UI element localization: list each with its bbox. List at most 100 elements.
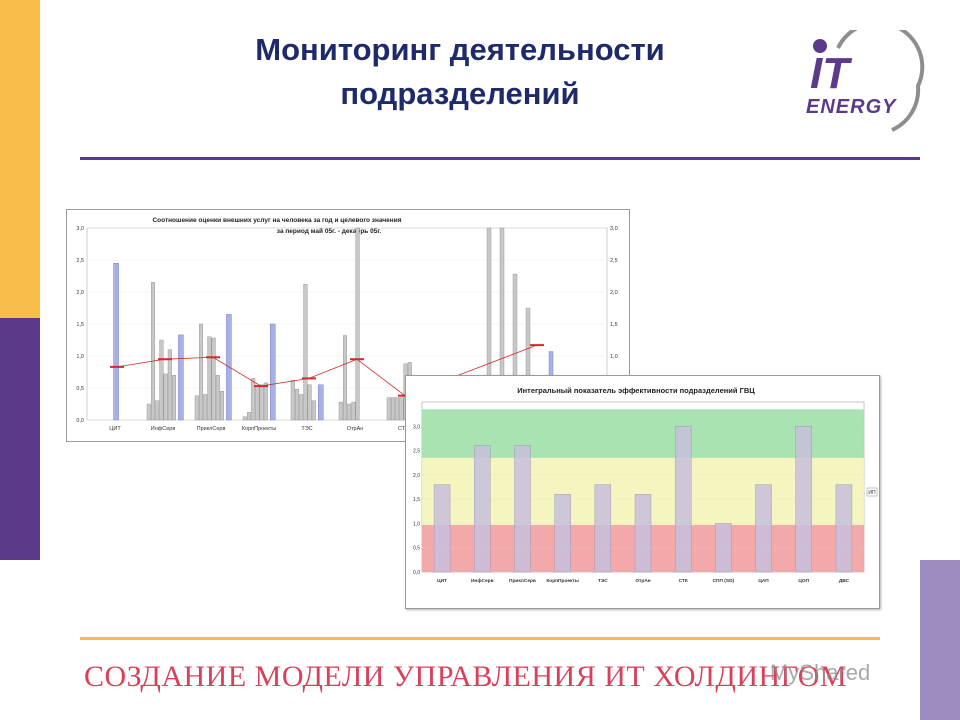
bar-grey [299,394,304,421]
x-tick-label: ИнфСерв [471,577,494,584]
bar-grey [146,403,151,421]
bar-grey [203,394,208,421]
y2-tick-label: 2,0 [610,290,618,296]
bar-grey [207,336,212,421]
bar [514,445,531,573]
bar-grey [159,339,164,421]
bar-grey [255,386,260,421]
y-tick-label: 2,5 [76,258,84,264]
logo-swoosh-icon [813,30,925,132]
legend-label: ИП [868,490,876,496]
legend-box [866,487,878,497]
bar [835,484,853,573]
y-tick-label: 0,0 [413,570,420,576]
bar-grey [150,282,155,421]
x-tick-label: ТЭС [301,426,312,432]
bar [433,484,451,573]
bar-grey [338,401,343,421]
bar [674,426,692,573]
zone-band [422,409,864,458]
bar-grey [167,349,172,421]
bar-grey [198,323,203,421]
y-tick-label: 1,0 [413,521,420,527]
bar-grey [355,227,360,421]
y2-tick-label: 1,0 [610,354,618,360]
x-tick-label: СПП (SD) [713,578,735,584]
y-tick-label: 0,5 [76,386,84,392]
y-tick-label: 3,0 [413,424,420,430]
bar-blue [178,334,184,421]
y-tick-label: 2,5 [413,449,420,455]
bar-grey [391,397,396,421]
left-accent-bar-purple [0,318,40,560]
x-tick-label: ЦОП [798,578,809,584]
bar-grey [395,397,400,421]
y2-tick-label: 1,5 [610,322,618,328]
x-tick-label: СТК [679,578,688,584]
x-tick-label: ПриклСерв [197,426,226,432]
bar-grey [386,397,391,421]
bar-grey [303,284,308,421]
bar-grey [311,400,316,421]
x-tick-label: ОтрАн [347,426,364,432]
bar-grey [347,403,352,421]
x-tick-label: КорпПроекты [242,426,276,432]
bar-grey [211,337,216,421]
x-tick-label: ЦИТ [437,578,447,584]
left-accent-bar-yellow [0,0,40,318]
y-tick-label: 1,5 [413,497,420,503]
bar-grey [290,380,295,421]
bar [795,426,812,573]
x-tick-label: ИнфСерв [151,426,176,432]
bar-grey [219,390,224,421]
y-tick-label: 2,0 [413,473,420,479]
top-divider [80,157,920,160]
logo-it-text: IT [810,49,850,98]
y-tick-label: 1,5 [76,322,84,328]
bar [715,523,732,573]
bar-grey [399,397,404,421]
x-tick-label: ПриклСерв [509,578,536,584]
bar-grey [259,384,264,421]
x-tick-label: ОтрАн [635,578,650,584]
slide-title: Мониторинг деятельности подразделений [170,28,750,116]
y-tick-label: 3,0 [76,226,84,232]
bar [594,484,612,573]
bar-blue [317,384,324,421]
bar-grey [307,384,312,421]
y-tick-label: 0,0 [76,418,84,424]
chart-integral-index-svg: 0,0 0,5 1,0 1,5 2,0 2,5 3,0 Интегральный показа… [413,386,878,584]
chart-subtitle: за период май 05г. - декабрь 05г. [277,227,382,235]
bar-grey [246,412,251,421]
x-tick-label: ЦАП [758,578,769,584]
x-tick-label: ДВС [839,578,850,584]
watermark-text: MyShared [770,660,871,685]
chart-integral-index: 0,0 0,5 1,0 1,5 2,0 2,5 3,0 Интегральный показа… [405,375,880,609]
x-tick-label: СТК [398,426,409,432]
bar-grey [251,378,256,421]
y2-tick-label: 3,0 [610,226,618,232]
chart-title: Интегральный показатель эффективности по… [517,386,755,395]
bar-grey [343,335,348,421]
bar [755,484,772,573]
it-energy-logo: IT ENERGY [800,30,925,135]
y-tick-label: 1,0 [76,354,84,360]
bottom-divider [80,637,880,640]
bar [634,494,652,573]
bar-blue [269,323,276,421]
bar-grey [215,374,220,421]
bar-grey [351,401,356,421]
bar [474,445,491,573]
x-tick-label: ЦИТ [109,426,121,432]
y2-tick-label: 2,5 [610,258,618,264]
bar-grey [263,382,268,421]
logo-energy-text: ENERGY [806,96,897,118]
footer-caption: СОЗДАНИЕ МОДЕЛИ УПРАВЛЕНИЯ ИТ ХОЛДИНГОМ [84,660,848,693]
bar-grey [155,400,160,421]
slide-title-line2: подразделений [340,76,580,111]
bar-grey [171,374,176,421]
x-tick-label: КорпПроекты [546,578,579,584]
chart-title: Соотношение оценки внешних услуг на чело… [152,217,401,224]
bar-grey [242,416,247,421]
x-tick-label: ТЭС [598,578,608,584]
